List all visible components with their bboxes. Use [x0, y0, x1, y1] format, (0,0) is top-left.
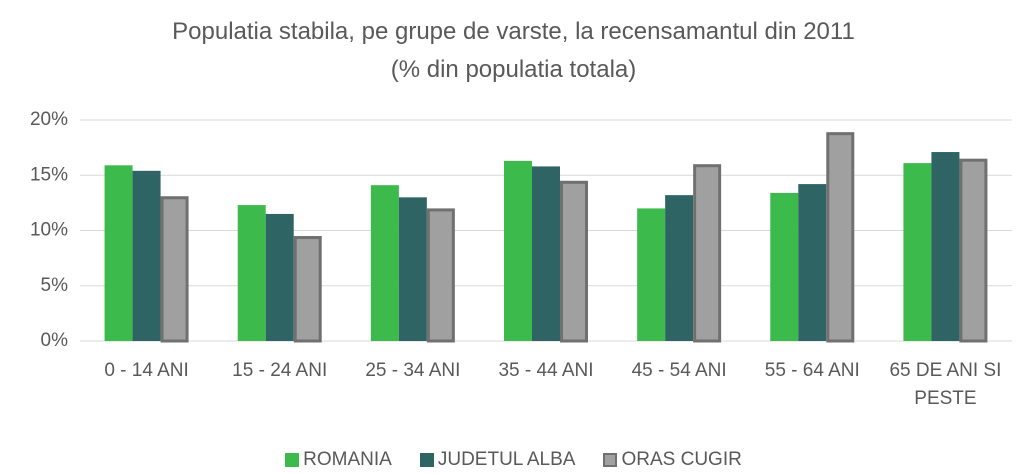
bar: [693, 164, 722, 343]
bar: [826, 132, 855, 343]
bar: [903, 163, 932, 341]
legend-label: JUDETUL ALBA: [437, 449, 576, 470]
x-tick-label: 45 - 54 ANI: [631, 360, 727, 381]
bar: [265, 213, 294, 341]
y-tick-label: 0%: [41, 330, 69, 351]
bar: [798, 184, 827, 341]
legend-item: JUDETUL ALBA: [419, 449, 576, 471]
x-tick-label: 25 - 34 ANI: [365, 360, 461, 381]
x-tick-label: 35 - 44 ANI: [498, 360, 594, 381]
x-tick-label: 15 - 24 ANI: [232, 360, 328, 381]
bar: [532, 166, 560, 341]
legend-item: ROMANIA: [285, 449, 392, 471]
chart-subtitle: (% din populatia totala): [390, 56, 637, 83]
bar: [132, 170, 161, 341]
x-tick-label: 0 - 14 ANI: [104, 360, 189, 381]
bar: [370, 185, 399, 341]
bar: [104, 165, 133, 341]
chart-title: Populatia stabila, pe grupe de varste, l…: [172, 18, 855, 45]
bar: [665, 195, 694, 341]
bar: [637, 208, 666, 341]
y-tick-label: 20%: [30, 109, 68, 130]
y-tick-label: 15%: [30, 164, 68, 185]
legend-label: ORAS CUGIR: [621, 449, 742, 470]
bar: [504, 160, 532, 341]
legend-swatch: [603, 453, 618, 467]
bar: [160, 196, 189, 343]
bar: [426, 208, 455, 343]
bar: [237, 205, 266, 341]
bar: [560, 180, 588, 343]
legend-swatch: [285, 453, 300, 467]
y-tick-label: 10%: [30, 220, 68, 241]
x-tick-label: 65 DE ANI SI PESTE: [889, 360, 1002, 409]
bar: [959, 158, 988, 343]
bar: [931, 152, 960, 341]
legend-swatch: [419, 453, 434, 467]
legend-label: ROMANIA: [303, 449, 392, 470]
bar: [293, 236, 322, 343]
bar: [398, 197, 427, 341]
x-tick-label: 55 - 64 ANI: [764, 360, 860, 381]
legend: ROMANIA JUDETUL ALBA ORAS CUGIR: [0, 449, 1027, 471]
y-tick-label: 5%: [41, 275, 69, 296]
legend-item: ORAS CUGIR: [603, 449, 742, 471]
bar: [770, 192, 799, 341]
